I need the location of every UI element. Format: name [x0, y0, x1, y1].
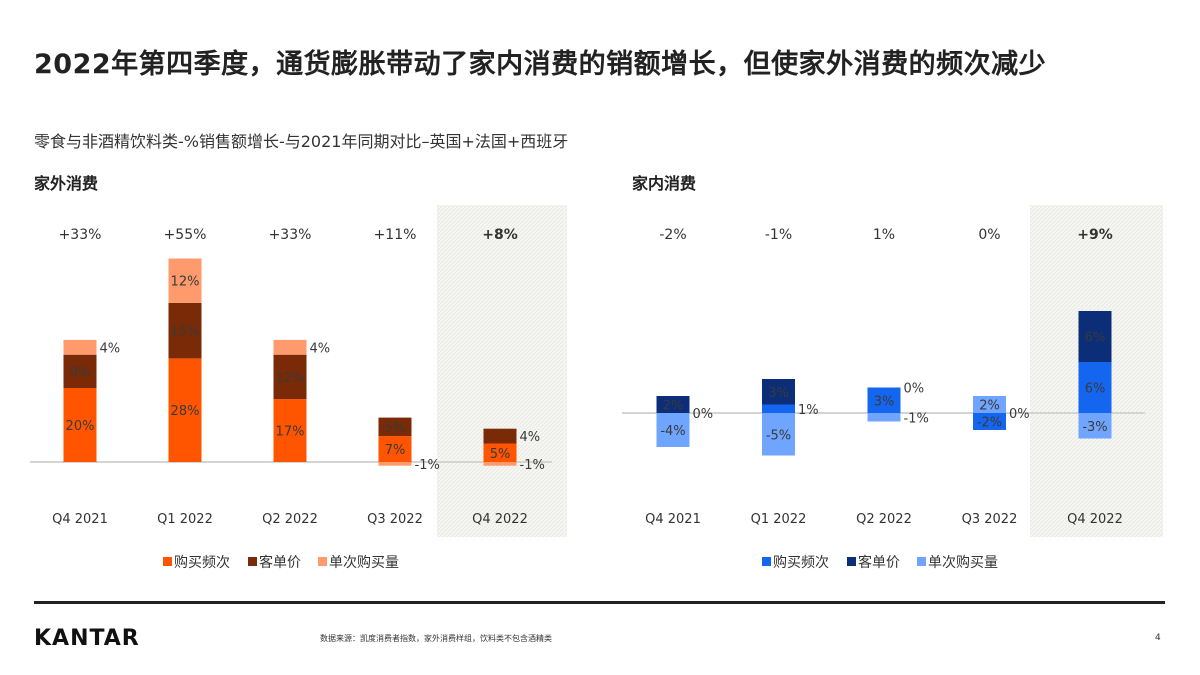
- out-of-home-data-label: -1%: [415, 458, 440, 473]
- out-of-home-category-label: Q3 2022: [367, 512, 423, 527]
- in-home-data-label: 6%: [1085, 331, 1106, 346]
- out-of-home-bar-segment: [483, 428, 517, 444]
- out-of-home-data-label: 4%: [100, 341, 121, 356]
- in-home-legend-swatch: [762, 557, 771, 566]
- in-home-bar-segment: [762, 413, 795, 456]
- in-home-title: 家内消费: [632, 174, 697, 193]
- out-of-home-legend-swatch: [163, 557, 172, 566]
- out-of-home-legend-label: 购买频次: [174, 555, 230, 571]
- out-of-home-total-label: +55%: [164, 227, 207, 243]
- in-home-category-label: Q3 2022: [962, 512, 1018, 527]
- out-of-home-data-label: 7%: [385, 443, 406, 458]
- out-of-home-bar-segment: [63, 354, 97, 388]
- out-of-home-legend-swatch: [248, 557, 257, 566]
- in-home-legend-label: 客单价: [858, 554, 900, 571]
- in-home-bar-segment: [867, 413, 901, 422]
- out-of-home-bar-segment: [273, 399, 307, 462]
- in-home-legend-label: 购买频次: [773, 555, 829, 571]
- in-home-bar-segment: [867, 387, 901, 413]
- in-home-data-label: 6%: [1085, 382, 1106, 397]
- out-of-home-total-label: +33%: [269, 227, 312, 243]
- out-of-home-data-label: 5%: [490, 447, 511, 462]
- in-home-bar-segment: [973, 413, 1006, 430]
- in-home-category-label: Q4 2021: [645, 512, 701, 527]
- in-home-total-label: 1%: [873, 227, 895, 243]
- out-of-home-bar-segment: [273, 339, 307, 355]
- out-of-home-bar-segment: [63, 388, 97, 462]
- in-home-legend-label: 单次购买量: [928, 555, 998, 571]
- chart-subtitle: 零食与非酒精饮料类-%销售额增长-与2021年同期对比–英国+法国+西班牙: [34, 132, 569, 151]
- out-of-home-data-label: -1%: [520, 458, 545, 473]
- out-of-home-bar-segment: [168, 358, 202, 462]
- page-number: 4: [1155, 633, 1161, 643]
- out-of-home-bar-segment: [483, 443, 517, 462]
- divider: [34, 601, 1165, 604]
- out-of-home-data-label: 17%: [276, 425, 305, 440]
- out-of-home-bar-segment: [378, 417, 412, 437]
- in-home-data-label: -1%: [904, 411, 929, 426]
- in-home-bar-segment: [1078, 311, 1112, 362]
- out-of-home-total-label: +11%: [374, 227, 417, 243]
- in-home-legend-swatch: [847, 557, 856, 566]
- in-home-bar-segment: [656, 413, 690, 447]
- out-of-home-data-label: 4%: [520, 430, 541, 445]
- out-of-home-data-label: 15%: [171, 325, 200, 340]
- in-home-bar-segment: [762, 379, 795, 405]
- out-of-home-bar-segment: [273, 354, 307, 400]
- out-of-home-legend-label: 客单价: [259, 554, 301, 571]
- source-note: 数据来源：凯度消费者指数，家外消费样组，饮料类不包含酒精类: [320, 634, 552, 643]
- in-home-total-label: 0%: [978, 227, 1000, 243]
- out-of-home-data-label: 20%: [66, 419, 95, 434]
- page-title: 2022年第四季度，通货膨胀带动了家内消费的销额增长，但使家外消费的频次减少: [34, 49, 1047, 80]
- out-of-home-data-label: 5%: [385, 421, 406, 436]
- in-home-data-label: 0%: [693, 407, 714, 422]
- kantar-logo: KANTAR: [34, 626, 140, 651]
- out-of-home-legend-label: 单次购买量: [329, 555, 399, 571]
- in-home-category-label: Q2 2022: [856, 512, 912, 527]
- in-home-data-label: 2%: [663, 399, 684, 414]
- in-home-data-label: -3%: [1082, 420, 1107, 435]
- out-of-home-title: 家外消费: [34, 174, 99, 193]
- out-of-home-data-label: 4%: [310, 341, 331, 356]
- in-home-data-label: -4%: [660, 424, 685, 439]
- in-home-total-label: -1%: [765, 227, 792, 243]
- out-of-home-legend-swatch: [318, 557, 327, 566]
- in-home-bar-segment: [1078, 413, 1112, 439]
- out-of-home-bar-segment: [378, 436, 412, 462]
- in-home-legend-swatch: [917, 557, 926, 566]
- in-home-bar-segment: [762, 404, 795, 413]
- out-of-home-data-label: 9%: [70, 365, 91, 380]
- out-of-home-highlight-band: [437, 205, 567, 537]
- in-home-total-label: -2%: [659, 227, 686, 243]
- in-home-data-label: 0%: [904, 382, 925, 397]
- in-home-bar-segment: [656, 396, 690, 413]
- out-of-home-category-label: Q2 2022: [262, 512, 318, 527]
- out-of-home-total-label: +8%: [482, 227, 518, 243]
- out-of-home-data-label: 28%: [171, 404, 200, 419]
- in-home-data-label: 3%: [768, 386, 789, 401]
- out-of-home-data-label: 12%: [171, 275, 200, 290]
- out-of-home-category-label: Q1 2022: [157, 512, 213, 527]
- in-home-data-label: -2%: [977, 416, 1002, 431]
- in-home-total-label: +9%: [1077, 227, 1113, 243]
- out-of-home-bar-segment: [168, 302, 202, 359]
- in-home-data-label: 3%: [874, 394, 895, 409]
- in-home-data-label: 1%: [798, 403, 819, 418]
- in-home-data-label: 2%: [979, 399, 1000, 414]
- in-home-data-label: -5%: [766, 428, 791, 443]
- in-home-bar-segment: [973, 396, 1006, 413]
- in-home-category-label: Q1 2022: [751, 512, 807, 527]
- out-of-home-data-label: 12%: [276, 371, 305, 386]
- out-of-home-bar-segment: [63, 339, 97, 355]
- in-home-bar-segment: [1078, 362, 1112, 413]
- out-of-home-bar-segment: [168, 258, 202, 303]
- in-home-data-label: 0%: [1009, 407, 1030, 422]
- out-of-home-category-label: Q4 2022: [472, 512, 528, 527]
- out-of-home-bar-segment: [483, 462, 517, 466]
- out-of-home-bar-segment: [378, 462, 412, 466]
- out-of-home-category-label: Q4 2021: [52, 512, 108, 527]
- in-home-category-label: Q4 2022: [1067, 512, 1123, 527]
- out-of-home-total-label: +33%: [59, 227, 102, 243]
